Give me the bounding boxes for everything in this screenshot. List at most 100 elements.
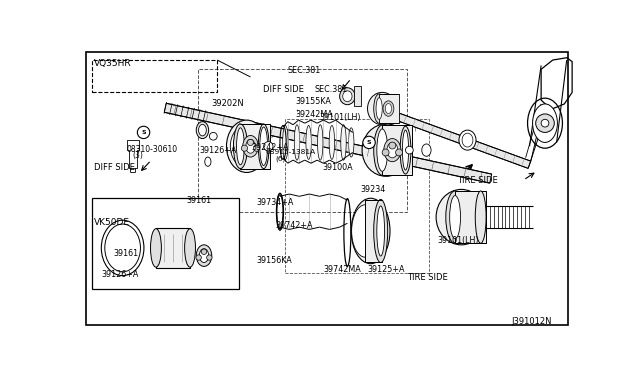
Ellipse shape (105, 224, 140, 272)
Text: S: S (367, 140, 371, 145)
Ellipse shape (376, 98, 382, 119)
Circle shape (196, 255, 202, 260)
Bar (92, 198, 239, 289)
Ellipse shape (400, 126, 411, 174)
Ellipse shape (306, 125, 311, 159)
Circle shape (264, 142, 273, 151)
Polygon shape (164, 103, 492, 183)
Bar (455, 191, 486, 243)
Ellipse shape (317, 125, 323, 160)
Text: 39101(LH): 39101(LH) (437, 236, 479, 246)
Ellipse shape (237, 128, 244, 165)
Bar (382, 125, 412, 175)
Text: (3): (3) (132, 151, 143, 160)
Text: 39156KA: 39156KA (256, 256, 292, 265)
Text: 39242MA: 39242MA (296, 110, 333, 119)
Ellipse shape (260, 127, 268, 166)
Bar (241, 124, 270, 169)
Ellipse shape (150, 229, 161, 267)
Ellipse shape (374, 125, 391, 175)
Text: VK50DE: VK50DE (94, 218, 130, 227)
Ellipse shape (462, 133, 473, 147)
Circle shape (207, 255, 212, 260)
Ellipse shape (387, 142, 397, 158)
Text: 39155KA: 39155KA (296, 97, 332, 106)
Text: VQ35HR: VQ35HR (94, 59, 131, 68)
Circle shape (202, 249, 207, 254)
Ellipse shape (196, 122, 209, 139)
Circle shape (541, 119, 549, 127)
Circle shape (363, 136, 375, 148)
Text: 39161: 39161 (187, 196, 212, 205)
Ellipse shape (184, 229, 195, 267)
Ellipse shape (422, 144, 431, 156)
Text: 39202N: 39202N (211, 99, 244, 108)
Ellipse shape (340, 88, 355, 105)
Circle shape (406, 146, 413, 154)
Bar (92, 60, 217, 92)
Text: (6): (6) (275, 155, 285, 161)
Ellipse shape (196, 245, 212, 266)
Text: TIRE SIDE: TIRE SIDE (408, 273, 448, 282)
Polygon shape (127, 140, 139, 168)
Text: DIFF SIDE: DIFF SIDE (262, 84, 303, 93)
Bar (285, 119, 429, 273)
Circle shape (241, 145, 248, 151)
Ellipse shape (377, 129, 388, 171)
Circle shape (536, 114, 554, 132)
Circle shape (248, 140, 253, 145)
Text: TIRE SIDE: TIRE SIDE (457, 176, 498, 185)
Ellipse shape (403, 130, 408, 170)
Circle shape (209, 132, 217, 140)
Ellipse shape (227, 120, 267, 173)
Polygon shape (397, 113, 531, 169)
Bar (156, 228, 190, 268)
Ellipse shape (199, 249, 209, 263)
Text: 08915-1381A: 08915-1381A (265, 149, 315, 155)
Circle shape (382, 149, 389, 156)
Ellipse shape (230, 125, 263, 168)
Text: 39742+A: 39742+A (276, 221, 314, 230)
Circle shape (253, 145, 260, 151)
Bar (379, 94, 399, 123)
Ellipse shape (246, 140, 255, 153)
Ellipse shape (362, 124, 410, 176)
Bar (365, 200, 382, 262)
Text: 39161: 39161 (114, 249, 139, 258)
Ellipse shape (198, 124, 206, 136)
Ellipse shape (374, 94, 385, 123)
Ellipse shape (532, 104, 557, 142)
Text: 39126+A: 39126+A (101, 270, 139, 279)
Ellipse shape (294, 125, 300, 160)
Ellipse shape (243, 135, 259, 157)
Ellipse shape (283, 125, 288, 159)
Ellipse shape (367, 92, 397, 125)
Text: SEC.381: SEC.381 (315, 84, 348, 93)
Text: SEC.381: SEC.381 (287, 66, 321, 75)
Bar (355, 86, 360, 106)
Ellipse shape (329, 125, 335, 159)
Text: J391012N: J391012N (511, 317, 552, 326)
Text: S: S (141, 130, 146, 135)
Ellipse shape (351, 198, 390, 264)
Text: 39742MA: 39742MA (323, 265, 361, 274)
Text: DIFF SIDE: DIFF SIDE (94, 163, 135, 172)
Ellipse shape (234, 124, 248, 169)
Ellipse shape (383, 101, 394, 116)
Ellipse shape (385, 103, 392, 113)
Ellipse shape (384, 139, 401, 162)
Ellipse shape (343, 91, 352, 102)
Text: 39242+A: 39242+A (251, 143, 289, 152)
Text: 39101(LH): 39101(LH) (319, 113, 361, 122)
Ellipse shape (436, 189, 486, 245)
Bar (198, 69, 407, 212)
Ellipse shape (205, 157, 211, 166)
Ellipse shape (377, 206, 385, 256)
Text: 39125+A: 39125+A (367, 265, 405, 274)
Ellipse shape (351, 205, 379, 257)
Ellipse shape (374, 199, 388, 263)
Text: 39126+A: 39126+A (199, 146, 236, 155)
Text: 39100A: 39100A (322, 163, 353, 172)
Text: 39734+A: 39734+A (256, 198, 294, 207)
Circle shape (389, 142, 396, 149)
